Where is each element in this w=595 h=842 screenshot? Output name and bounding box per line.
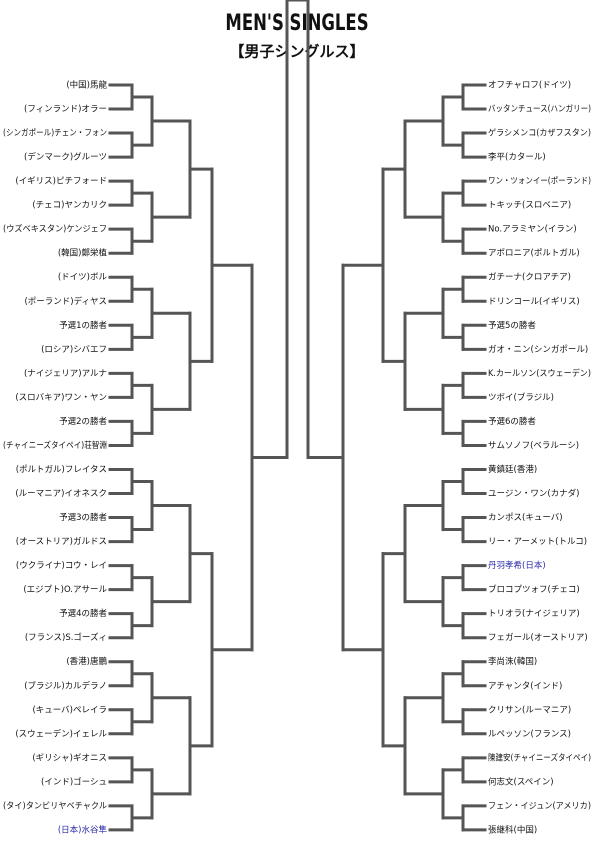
player-name: (キューバ)ペレイラ: [32, 705, 107, 715]
player-name: 予選2の勝者: [59, 416, 107, 427]
player-name: (デンマーク)グルーツ: [24, 152, 107, 163]
player-name: 予選5の勝者: [488, 320, 536, 331]
player-name: ワン・ツォンイー(ポーランド): [488, 177, 591, 187]
player-name: ユージン・ワン(カナダ): [488, 488, 579, 499]
player-name: 丹羽孝希(日本): [488, 560, 546, 571]
player-name: (中国)馬龍: [66, 80, 107, 91]
player-name: トキッチ(スロベニア): [488, 201, 571, 211]
player-name: (韓国)鄭栄植: [58, 248, 108, 259]
player-name: (ポーランド)ディヤス: [24, 296, 107, 307]
player-name: フェン・イジュン(アメリカ): [488, 801, 591, 811]
player-name: ルペッソン(フランス): [488, 729, 571, 739]
player-name: フェガール(オーストリア): [488, 632, 588, 643]
player-name: (ウクライナ)コウ・レイ: [16, 561, 107, 571]
player-name: ガチーナ(クロアチア): [488, 272, 571, 283]
subtitle: 【男子シングルス】: [229, 43, 364, 61]
player-name: 黄鎮廷(香港): [488, 464, 537, 475]
player-name: カンポス(キューバ): [488, 513, 563, 523]
player-name: ツボイ(ブラジル): [488, 392, 554, 403]
player-name: ゲラシメンコ(カザフスタン): [488, 128, 591, 139]
player-name: (ロシア)シバエフ: [41, 345, 107, 355]
player-name: (ブラジル)カルデラノ: [24, 680, 107, 691]
player-name: (オーストリア)ガルドス: [16, 536, 107, 547]
player-name: (タイ)タンビリヤベチャクル: [3, 801, 107, 811]
player-name: 予選1の勝者: [59, 320, 107, 331]
player-name: 李尚洙(韓国): [488, 656, 537, 667]
player-name: オフチャロフ(ドイツ): [488, 81, 571, 91]
player-name: 予選6の勝者: [488, 416, 536, 427]
player-name: (チャイニーズタイペイ)荘智淵: [3, 440, 107, 451]
player-name: 李平(カタール): [488, 152, 546, 163]
player-name: アポロニア(ポルトガル): [488, 248, 580, 259]
player-name: クリサン(ルーマニア): [488, 705, 571, 715]
player-name: (フランス)S.ゴーズィ: [25, 632, 107, 643]
player-name: トリオラ(ナイジェリア): [488, 609, 580, 619]
player-name: (スウェーデン)イェレル: [15, 728, 107, 739]
player-name: No.アラミヤン(イラン): [488, 225, 577, 235]
player-name: サムソノフ(ベラルーシ): [488, 441, 579, 451]
player-name: (ルーマニア)イオネスク: [15, 489, 107, 499]
player-name: 陳建安(チャイニーズタイペイ): [488, 752, 591, 763]
player-name: (シンガポール)チェン・フォン: [3, 128, 107, 139]
player-name: 何志文(スペイン): [488, 776, 554, 787]
player-name: (日本)水谷隼: [58, 824, 108, 835]
player-name: 予選3の勝者: [59, 512, 107, 523]
player-name: (ギリシャ)ギオニス: [32, 753, 107, 763]
player-name: (イギリス)ピチフォード: [15, 177, 107, 187]
player-name: 張継科(中国): [488, 824, 537, 835]
player-name: (ナイジェリア)アルナ: [24, 369, 107, 379]
player-name: (フィンランド)オラー: [24, 105, 107, 115]
player-name: ドリンコール(イギリス): [488, 297, 580, 307]
player-name: (ドイツ)ボル: [58, 273, 108, 283]
player-name: アチャンタ(インド): [488, 681, 562, 691]
player-name: バッタンチュース(ハンガリー): [488, 104, 591, 115]
player-name: (スロバキア)ワン・ヤン: [15, 393, 107, 403]
player-name: (香港)唐鵬: [66, 656, 107, 667]
player-name: 予選4の勝者: [59, 608, 107, 619]
player-name: (ポルトガル)フレイタス: [16, 464, 107, 475]
player-name: ガオ・ニン(シンガポール): [488, 344, 588, 355]
title: MEN'S SINGLES: [225, 10, 368, 36]
player-name: (エジプト)O.アサール: [23, 585, 107, 595]
player-name: ブロコプツォフ(チェコ): [488, 584, 580, 595]
player-name: (チェコ)ヤンカリク: [32, 201, 107, 211]
player-name: K.カールソン(スウェーデン): [488, 368, 591, 379]
player-name: (インド)ゴーシュ: [41, 776, 107, 787]
player-name: (ウズベキスタン)ケンジェフ: [3, 224, 107, 235]
player-name: リー・アーメット(トルコ): [488, 537, 587, 547]
